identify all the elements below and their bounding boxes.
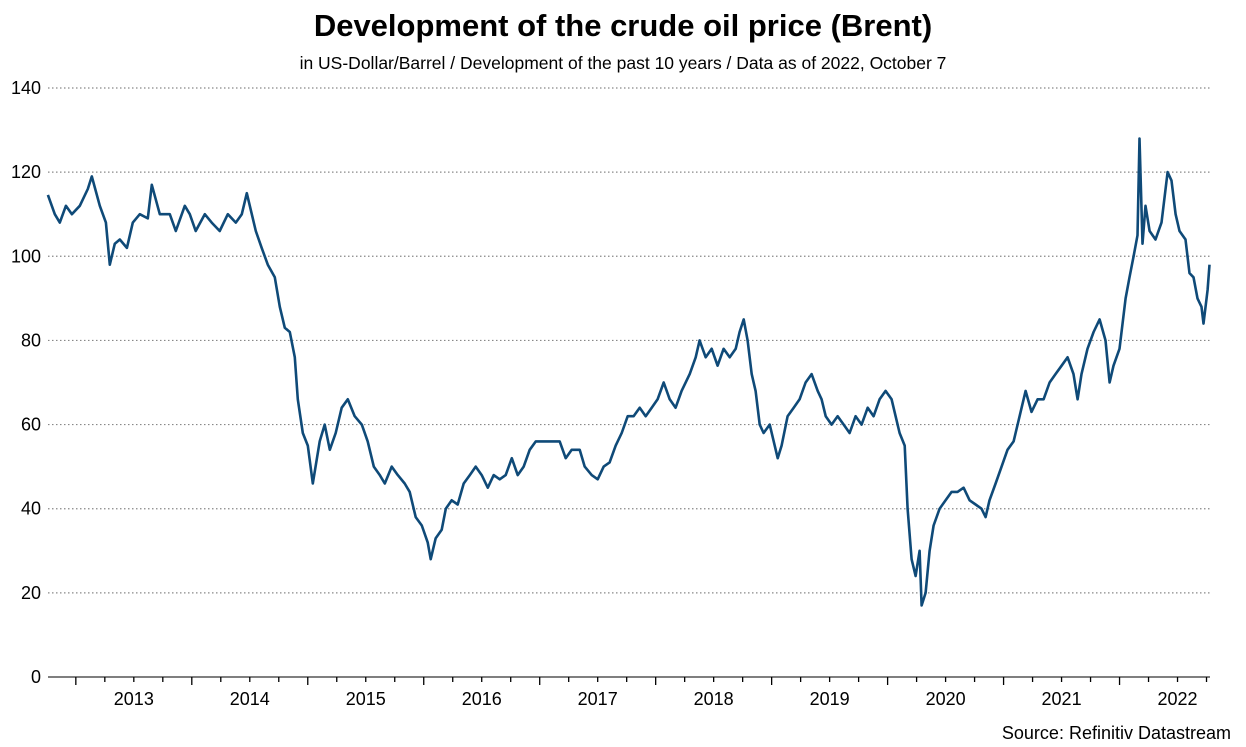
x-axis: 2013 2014 2015 2016 2017 2018 2019 2020 2021 2022 (48, 676, 1210, 709)
y-axis: 0 20 40 60 80 100 120 140 (11, 78, 41, 687)
series-brent (46, 137, 1211, 607)
x-tick-label: 2015 (346, 689, 386, 709)
chart-subtitle: in US-Dollar/Barrel / Development of the… (300, 53, 947, 73)
y-tick-label: 60 (21, 415, 41, 435)
x-tick-label: 2020 (926, 689, 966, 709)
y-tick-label: 20 (21, 583, 41, 603)
y-tick-label: 140 (11, 78, 41, 98)
y-tick-label: 0 (31, 667, 41, 687)
chart-title: Development of the crude oil price (Bren… (314, 8, 932, 43)
x-tick-label: 2019 (810, 689, 850, 709)
x-tick-label: 2014 (230, 689, 270, 709)
y-tick-label: 120 (11, 162, 41, 182)
x-tick-label: 2013 (114, 689, 154, 709)
source-note: Source: Refinitiv Datastream (1002, 723, 1231, 743)
x-tick-label: 2021 (1042, 689, 1082, 709)
gridlines (48, 87, 1210, 594)
x-tick-label: 2018 (694, 689, 734, 709)
x-tick-label: 2022 (1158, 689, 1198, 709)
y-tick-label: 80 (21, 330, 41, 350)
y-tick-label: 40 (21, 499, 41, 519)
x-tick-label: 2017 (578, 689, 618, 709)
y-tick-label: 100 (11, 246, 41, 266)
x-tick-label: 2016 (462, 689, 502, 709)
series-line-brent (46, 137, 1211, 607)
